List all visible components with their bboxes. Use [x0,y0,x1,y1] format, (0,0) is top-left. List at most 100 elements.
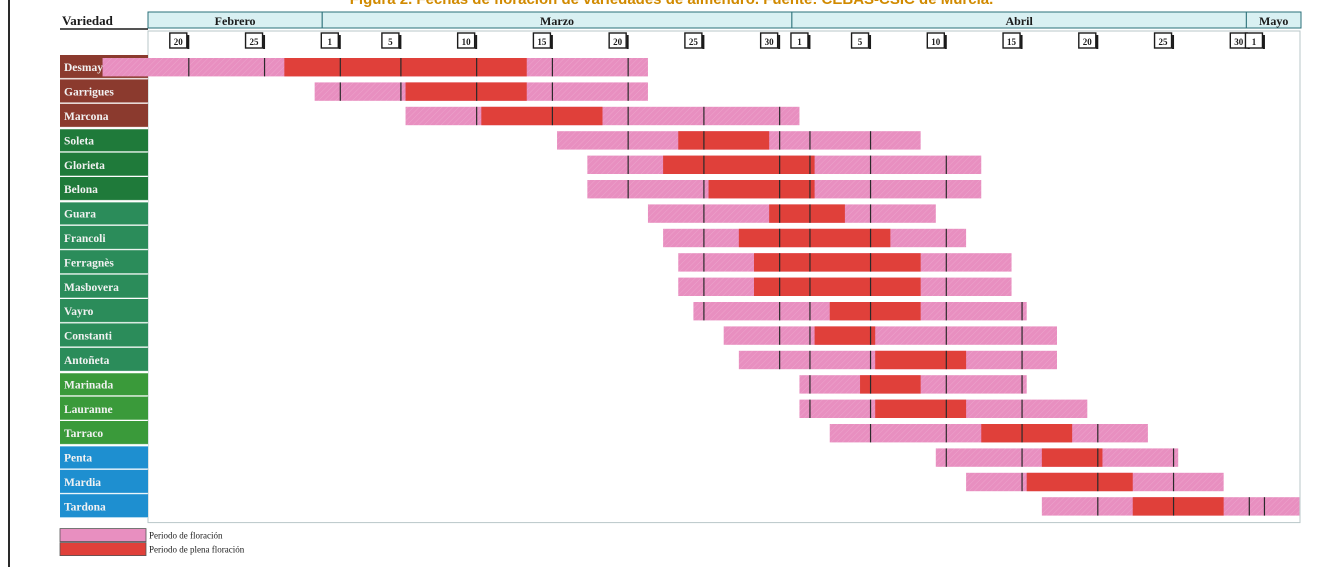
day-tick-box [926,32,945,49]
day-tick-box [532,32,552,49]
full-flowering-bar [481,106,603,126]
variety-label-cell [60,372,148,396]
day-tick-label: 20 [1083,37,1093,47]
day-tick-label: 25 [689,37,699,47]
day-tick-label: 20 [174,37,184,47]
day-tick-box [169,32,188,49]
full-flowering-bar [829,302,921,321]
month-label: Marzo [540,14,574,28]
variety-label-cell [60,152,148,176]
day-tick-box [684,32,703,49]
variety-label: Mardia [64,477,101,489]
variety-label: Vayro [64,306,94,318]
day-tick-box [456,32,476,49]
day-tick-label: 5 [388,37,393,47]
variety-label: Francoli [64,233,106,245]
variety-label-cell [60,177,148,201]
day-tick-box [1078,32,1097,49]
variety-label: Antoñeta [64,355,110,367]
month-label: Mayo [1259,14,1288,28]
chart-frame [8,0,1343,567]
day-tick-box [608,32,627,49]
variety-label: Garrigues [64,87,114,99]
day-tick-box [381,32,400,49]
variety-label: Ferragnès [64,257,114,269]
variety-label-cell [60,421,148,445]
variety-label-cell [60,396,148,420]
variety-label-cell [60,274,148,298]
legend-swatch [59,542,147,556]
full-flowering-bar [708,180,815,199]
legend-swatch [59,528,147,542]
variety-label: Constanti [64,331,113,343]
day-tick-box [1002,32,1021,49]
full-flowering-bar [769,204,845,223]
day-tick-label: 1 [797,37,802,47]
variety-label-cell [60,128,148,152]
day-tick-box [1244,32,1264,49]
variety-label-cell [60,323,148,347]
full-flowering-bar [1132,497,1224,516]
day-tick-label: 15 [537,37,547,47]
variety-label-cell [60,225,148,250]
month-header-mayo [1245,11,1302,29]
variety-label: Guara [64,209,96,221]
day-tick-box [850,32,870,49]
variety-label-cell [60,250,148,274]
full-flowering-bar [981,424,1073,443]
variety-label: Tardona [64,501,106,513]
day-tick-label: 30 [1234,37,1244,47]
page-title: Figura 2. Fechas de floración de varieda… [0,0,1343,8]
flowering-bar-texture [723,326,1057,345]
full-flowering-bar [1041,448,1103,467]
day-tick-box [320,32,339,49]
variety-label-cell [60,201,148,225]
day-tick-label: 25 [1159,37,1169,47]
full-flowering-bar [754,277,921,296]
variety-label-cell [60,299,148,323]
variety-label-cell [60,469,148,494]
variety-label-cell [60,103,148,128]
full-flowering-bar [754,253,921,272]
variety-label: Marcona [64,111,109,123]
full-flowering-bar [284,58,527,77]
day-tick-box [759,32,779,49]
full-flowering-bar [738,228,891,248]
variety-label: Marinada [64,379,113,391]
variety-label: Penta [64,453,92,465]
variety-column-header: Variedad [62,13,114,28]
variety-label-cell [60,494,148,518]
day-tick-label: 10 [931,37,941,47]
day-tick-box [1153,32,1173,49]
day-tick-label: 1 [1252,37,1257,47]
variety-label-cell [60,347,148,372]
day-tick-label: 15 [1007,37,1017,47]
full-flowering-bar [814,326,876,345]
variety-label: Masbovera [64,282,119,294]
legend-label: Periodo de plena floración [149,545,245,555]
variety-label: Belona [64,184,98,196]
legend-label: Periodo de floración [149,531,223,541]
day-tick-label: 20 [613,37,623,47]
day-tick-label: 1 [328,37,333,47]
full-flowering-bar [663,155,815,174]
month-label: Abril [1005,14,1033,28]
variety-label: Lauranne [64,404,113,416]
full-flowering-bar [860,375,921,394]
full-flowering-bar [875,350,967,370]
variety-label: Soleta [64,135,94,147]
full-flowering-bar [875,399,967,418]
variety-label-cell [60,445,148,469]
full-flowering-bar [678,131,770,150]
day-tick-label: 30 [765,37,775,47]
variety-label-cell [60,79,148,103]
day-tick-label: 10 [462,37,472,47]
full-flowering-bar [1026,472,1133,492]
variety-label: Glorieta [64,160,105,172]
day-tick-label: 25 [250,37,260,47]
day-tick-box [244,32,264,49]
full-flowering-bar [405,82,527,101]
day-tick-box [790,32,809,49]
variety-label: Tarraco [64,428,103,440]
